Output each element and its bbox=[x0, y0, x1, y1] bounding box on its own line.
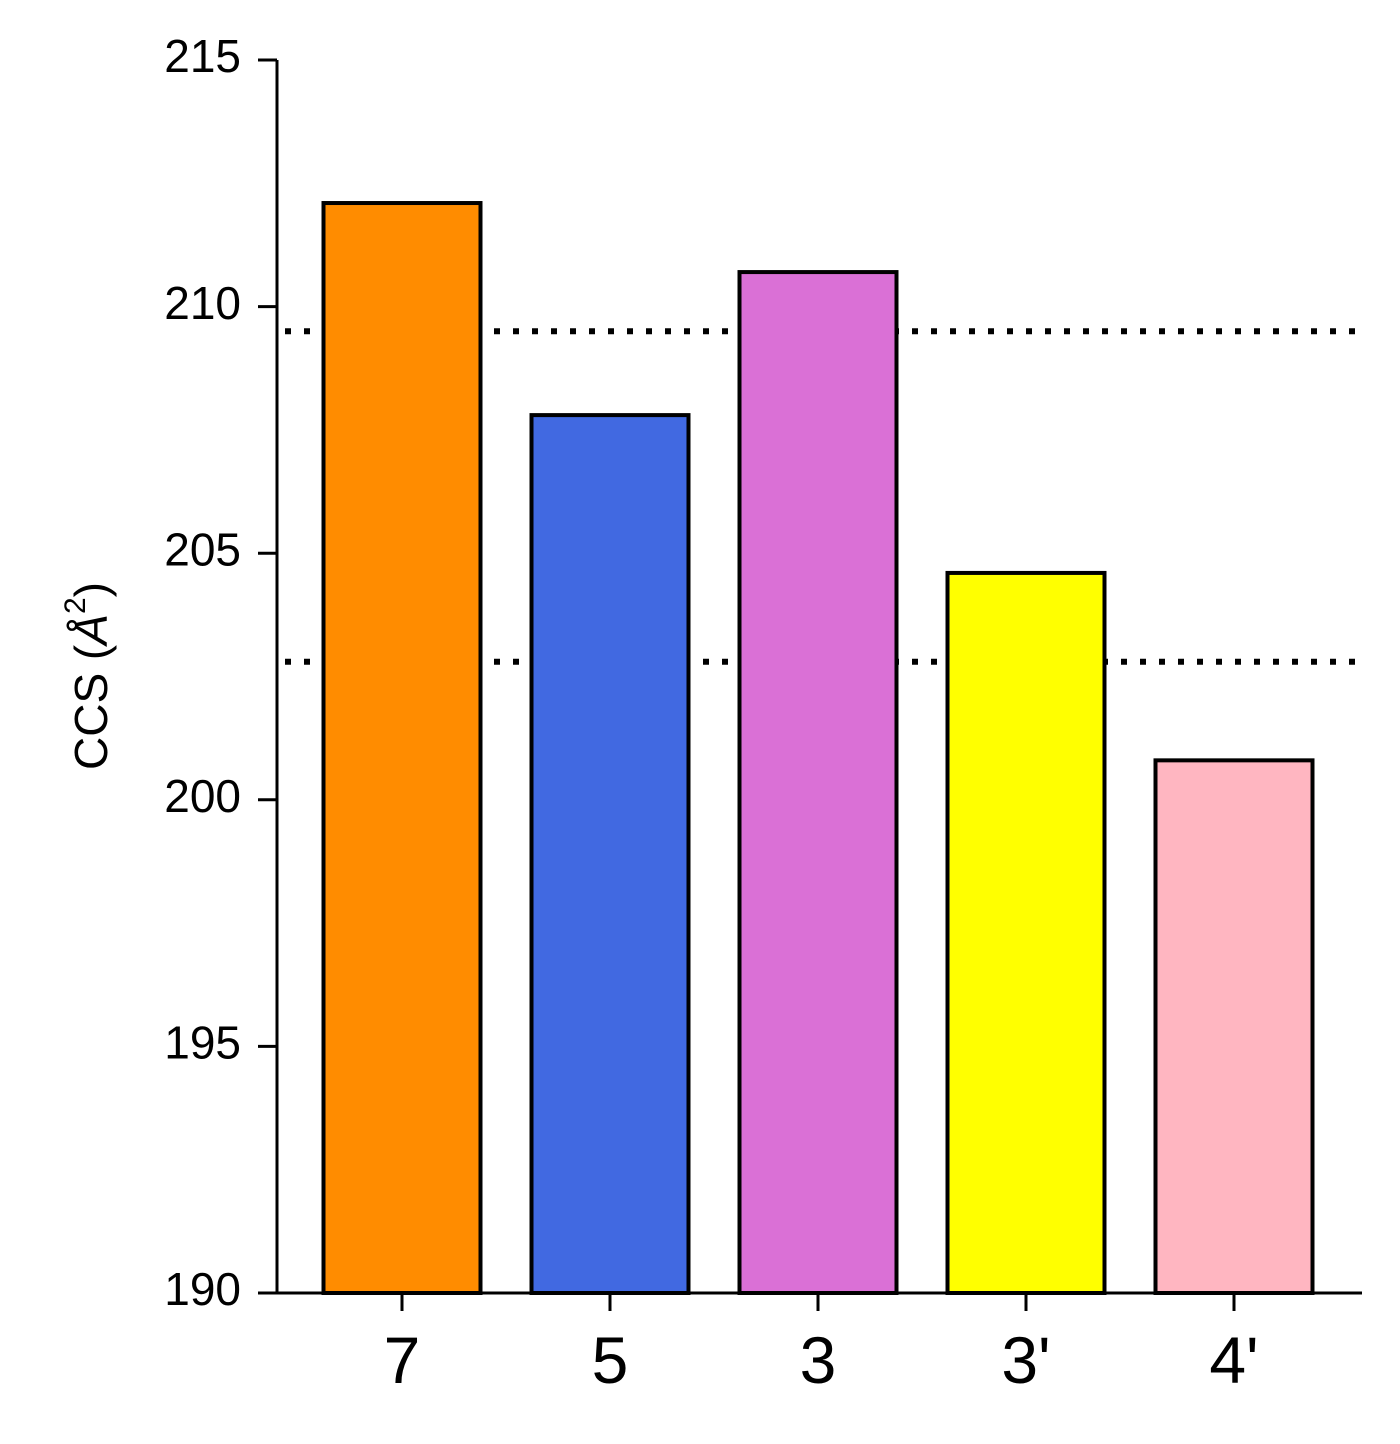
bar-4 bbox=[945, 570, 1107, 1295]
x-tick-label-2: 5 bbox=[592, 1323, 629, 1397]
bar-1 bbox=[321, 201, 483, 1296]
y-axis-title-main: CCS ( bbox=[65, 644, 117, 770]
y-tick-label-205: 205 bbox=[164, 523, 241, 575]
y-axis: 190 195 200 205 210 215 bbox=[164, 30, 279, 1315]
bar-3 bbox=[737, 270, 899, 1295]
y-axis-title-unit: Å bbox=[65, 614, 117, 648]
reference-lines bbox=[285, 328, 1362, 665]
x-axis: 7 5 3 3' 4' bbox=[277, 1291, 1362, 1397]
y-axis-title: CCS (Å2) bbox=[59, 582, 117, 770]
x-tick-label-4: 3' bbox=[1001, 1323, 1050, 1397]
y-tick-label-215: 215 bbox=[164, 30, 241, 82]
x-tick-label-3: 3 bbox=[800, 1323, 837, 1397]
y-tick-label-200: 200 bbox=[164, 770, 241, 822]
y-tick-label-210: 210 bbox=[164, 277, 241, 329]
x-tick-label-1: 7 bbox=[384, 1323, 421, 1397]
bars bbox=[321, 201, 1315, 1296]
x-tick-label-5: 4' bbox=[1209, 1323, 1258, 1397]
y-axis-title-sup: 2 bbox=[59, 597, 92, 614]
bar-2 bbox=[529, 413, 691, 1295]
y-axis-title-close: ) bbox=[65, 582, 117, 597]
y-tick-label-190: 190 bbox=[164, 1263, 241, 1315]
y-tick-label-195: 195 bbox=[164, 1017, 241, 1069]
bar-5 bbox=[1153, 758, 1315, 1295]
